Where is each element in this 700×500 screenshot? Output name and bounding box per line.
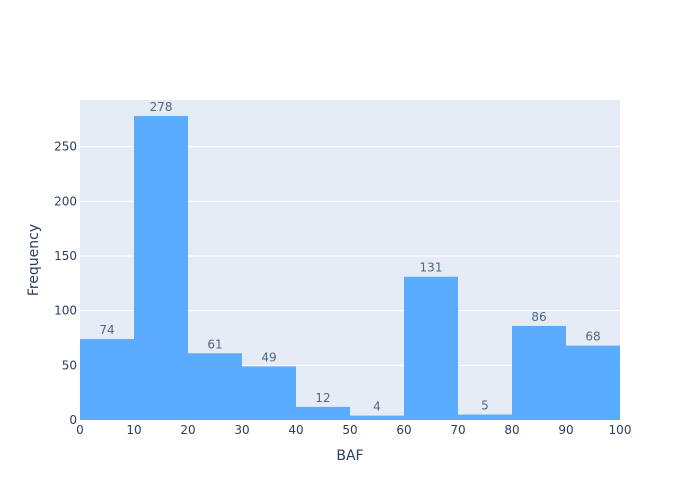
x-tick-label: 40 (288, 423, 303, 437)
histogram-bar (566, 345, 620, 420)
histogram-bar (350, 415, 404, 420)
bar-value-label: 131 (420, 261, 443, 275)
y-axis-title: Frequency (26, 224, 42, 296)
histogram-bar (134, 115, 188, 420)
y-tick-label: 250 (54, 140, 77, 154)
x-tick-label: 60 (396, 423, 411, 437)
y-tick-label: 50 (62, 358, 77, 372)
y-axis-ticks: 0 50 100 150 200 250 (54, 140, 77, 427)
histogram-bar (512, 325, 566, 420)
x-tick-label: 30 (234, 423, 249, 437)
bar-value-label: 5 (481, 399, 489, 413)
bar-value-label: 86 (531, 310, 546, 324)
bar-value-label: 12 (315, 391, 330, 405)
x-tick-label: 90 (558, 423, 573, 437)
x-tick-label: 70 (450, 423, 465, 437)
bar-value-label: 61 (207, 337, 222, 351)
histogram-bar (80, 339, 134, 420)
histogram-bar (458, 414, 512, 420)
histogram-bar (404, 276, 458, 420)
histogram-bar (296, 406, 350, 420)
bars (80, 115, 620, 420)
x-tick-label: 50 (342, 423, 357, 437)
bar-value-label: 74 (99, 323, 114, 337)
y-tick-label: 100 (54, 304, 77, 318)
y-tick-label: 0 (69, 413, 77, 427)
y-tick-label: 200 (54, 194, 77, 208)
histogram-bar (188, 353, 242, 420)
x-axis-ticks: 0 10 20 30 40 50 60 70 80 90 100 (76, 423, 631, 437)
x-tick-label: 80 (504, 423, 519, 437)
x-tick-label: 100 (609, 423, 632, 437)
bar-value-label: 278 (150, 100, 173, 114)
x-axis-title: BAF (336, 448, 363, 464)
y-tick-label: 150 (54, 249, 77, 263)
x-tick-label: 20 (180, 423, 195, 437)
x-tick-label: 10 (126, 423, 141, 437)
histogram-bar (242, 366, 296, 420)
bar-value-label: 49 (261, 350, 276, 364)
bar-value-label: 4 (373, 400, 381, 414)
bar-value-label: 68 (585, 330, 600, 344)
bar-labels: 74 278 61 49 12 4 131 5 86 68 (99, 100, 600, 414)
x-tick-label: 0 (76, 423, 84, 437)
